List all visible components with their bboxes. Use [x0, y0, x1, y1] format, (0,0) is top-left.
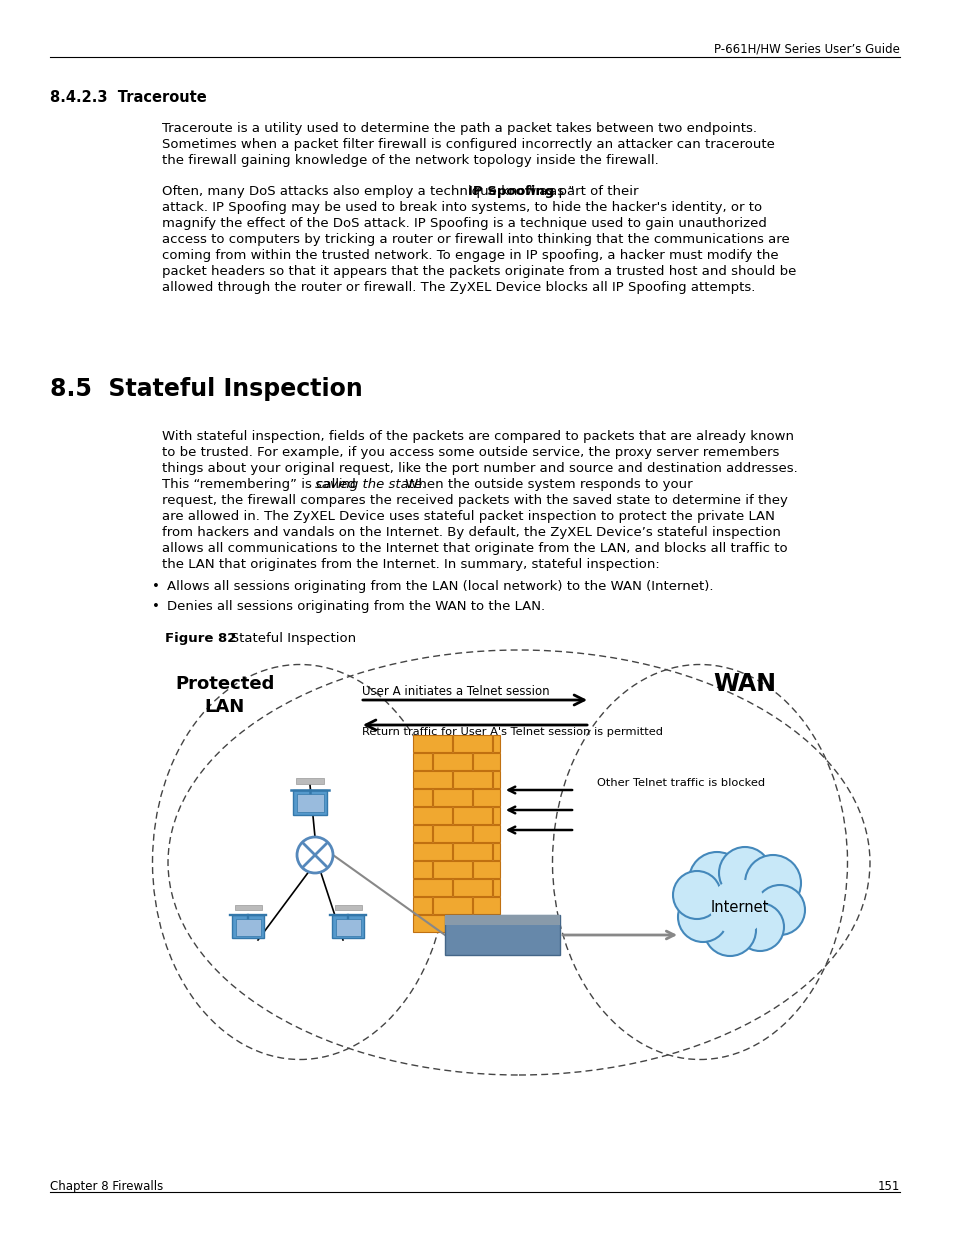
Text: Denies all sessions originating from the WAN to the LAN.: Denies all sessions originating from the… — [167, 600, 544, 613]
Text: the LAN that originates from the Internet. In summary, stateful inspection:: the LAN that originates from the Interne… — [162, 558, 659, 571]
Circle shape — [735, 903, 783, 951]
Circle shape — [703, 904, 755, 956]
Text: P-661H/HW Series User’s Guide: P-661H/HW Series User’s Guide — [714, 42, 899, 56]
Text: Sometimes when a packet filter firewall is configured incorrectly an attacker ca: Sometimes when a packet filter firewall … — [162, 138, 774, 151]
Text: 8.4.2.3  Traceroute: 8.4.2.3 Traceroute — [50, 90, 207, 105]
Bar — [413, 806, 452, 824]
Circle shape — [744, 855, 801, 911]
Bar — [413, 879, 452, 897]
Text: Stateful Inspection: Stateful Inspection — [218, 632, 355, 645]
Bar — [232, 915, 264, 939]
Bar — [433, 897, 472, 914]
Bar — [473, 789, 499, 806]
Text: the firewall gaining knowledge of the network topology inside the firewall.: the firewall gaining knowledge of the ne… — [162, 154, 659, 167]
Bar — [473, 897, 499, 914]
Text: Protected: Protected — [175, 676, 274, 693]
Text: WAN: WAN — [713, 672, 776, 697]
Bar — [295, 778, 324, 784]
Bar — [413, 844, 452, 860]
Bar — [453, 844, 492, 860]
Text: are allowed in. The ZyXEL Device uses stateful packet inspection to protect the : are allowed in. The ZyXEL Device uses st… — [162, 510, 774, 522]
Bar — [296, 794, 324, 811]
Bar — [493, 879, 499, 897]
Text: saving the state.: saving the state. — [314, 478, 426, 492]
Bar — [453, 735, 492, 752]
Bar — [413, 789, 432, 806]
Text: Chapter 8 Firewalls: Chapter 8 Firewalls — [50, 1179, 163, 1193]
Text: packet headers so that it appears that the packets originate from a trusted host: packet headers so that it appears that t… — [162, 266, 796, 278]
Bar — [493, 806, 499, 824]
Bar — [444, 915, 559, 955]
Text: User A initiates a Telnet session: User A initiates a Telnet session — [361, 685, 549, 698]
Text: allowed through the router or firewall. The ZyXEL Device blocks all IP Spoofing : allowed through the router or firewall. … — [162, 282, 755, 294]
Text: IP Spoofing: IP Spoofing — [468, 185, 554, 198]
Text: coming from within the trusted network. To engage in IP spoofing, a hacker must : coming from within the trusted network. … — [162, 249, 778, 262]
Text: Other Telnet traffic is blocked: Other Telnet traffic is blocked — [597, 778, 764, 788]
Text: LAN: LAN — [205, 698, 245, 716]
Bar — [293, 790, 327, 815]
Text: from hackers and vandals on the Internet. By default, the ZyXEL Device’s statefu: from hackers and vandals on the Internet… — [162, 526, 781, 538]
Bar — [335, 919, 360, 936]
Bar — [433, 753, 472, 769]
Bar — [433, 825, 472, 842]
Text: to be trusted. For example, if you access some outside service, the proxy server: to be trusted. For example, if you acces… — [162, 446, 779, 459]
Bar — [234, 905, 262, 910]
Bar — [335, 905, 361, 910]
Bar — [493, 915, 499, 932]
Bar — [453, 915, 492, 932]
Bar — [433, 861, 472, 878]
Circle shape — [754, 885, 804, 935]
Bar — [453, 806, 492, 824]
Bar — [444, 915, 559, 925]
Bar — [413, 825, 432, 842]
Bar — [332, 915, 364, 939]
Text: 151: 151 — [877, 1179, 899, 1193]
Circle shape — [296, 837, 333, 873]
Circle shape — [672, 871, 720, 919]
Circle shape — [719, 847, 770, 899]
Text: Often, many DoS attacks also employ a technique known as ": Often, many DoS attacks also employ a te… — [162, 185, 574, 198]
Text: This “remembering” is called: This “remembering” is called — [162, 478, 359, 492]
Text: •: • — [152, 600, 160, 613]
Text: Allows all sessions originating from the LAN (local network) to the WAN (Interne: Allows all sessions originating from the… — [167, 580, 713, 593]
Bar — [413, 915, 452, 932]
Bar — [493, 844, 499, 860]
Text: " as part of their: " as part of their — [529, 185, 639, 198]
Text: allows all communications to the Internet that originate from the LAN, and block: allows all communications to the Interne… — [162, 542, 787, 555]
Text: attack. IP Spoofing may be used to break into systems, to hide the hacker's iden: attack. IP Spoofing may be used to break… — [162, 201, 761, 214]
Bar — [473, 753, 499, 769]
Bar — [493, 771, 499, 788]
Text: request, the firewall compares the received packets with the saved state to dete: request, the firewall compares the recei… — [162, 494, 787, 508]
Text: access to computers by tricking a router or firewall into thinking that the comm: access to computers by tricking a router… — [162, 233, 789, 246]
Bar — [413, 753, 432, 769]
Text: •: • — [152, 580, 160, 593]
Bar — [413, 897, 432, 914]
Bar — [493, 735, 499, 752]
Bar — [413, 861, 432, 878]
Text: Return traffic for User A's Telnet session is permitted: Return traffic for User A's Telnet sessi… — [361, 727, 662, 737]
Text: Figure 82: Figure 82 — [165, 632, 236, 645]
Bar — [453, 879, 492, 897]
Text: Traceroute is a utility used to determine the path a packet takes between two en: Traceroute is a utility used to determin… — [162, 122, 757, 135]
Text: things about your original request, like the port number and source and destinat: things about your original request, like… — [162, 462, 797, 475]
Bar — [413, 771, 452, 788]
Bar — [473, 861, 499, 878]
Circle shape — [704, 869, 774, 940]
Circle shape — [709, 879, 765, 935]
Text: Internet: Internet — [710, 899, 768, 914]
Bar — [433, 789, 472, 806]
Bar — [413, 735, 452, 752]
Text: magnify the effect of the DoS attack. IP Spoofing is a technique used to gain un: magnify the effect of the DoS attack. IP… — [162, 217, 766, 230]
Text: With stateful inspection, fields of the packets are compared to packets that are: With stateful inspection, fields of the … — [162, 430, 793, 443]
Circle shape — [688, 852, 744, 908]
Text: When the outside system responds to your: When the outside system responds to your — [400, 478, 692, 492]
Circle shape — [678, 892, 727, 942]
Bar — [235, 919, 261, 936]
Bar — [453, 771, 492, 788]
Text: 8.5  Stateful Inspection: 8.5 Stateful Inspection — [50, 377, 362, 401]
Bar — [473, 825, 499, 842]
